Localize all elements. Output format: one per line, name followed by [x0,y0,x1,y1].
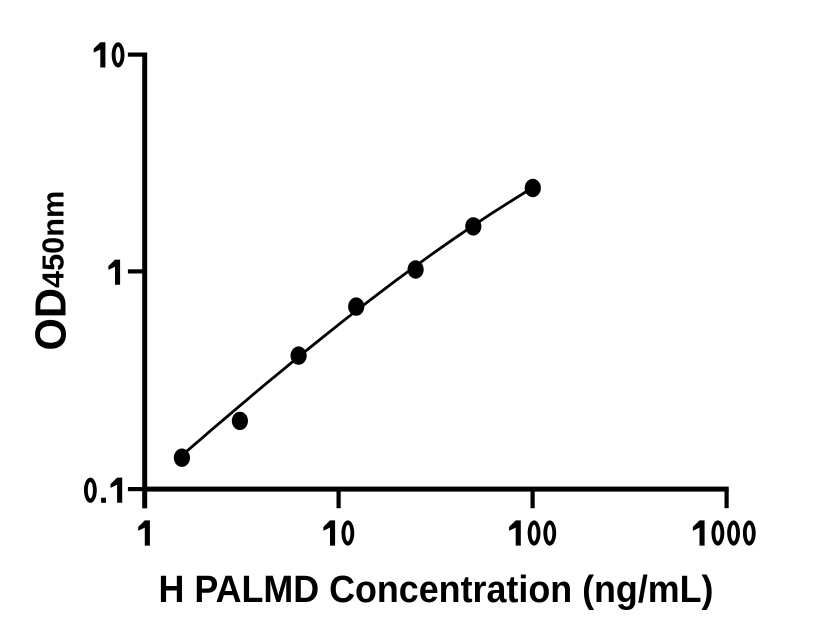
svg-text:OD450nm: OD450nm [28,191,76,351]
svg-text:H PALMD Concentration (ng/mL): H PALMD Concentration (ng/mL) [159,568,714,611]
